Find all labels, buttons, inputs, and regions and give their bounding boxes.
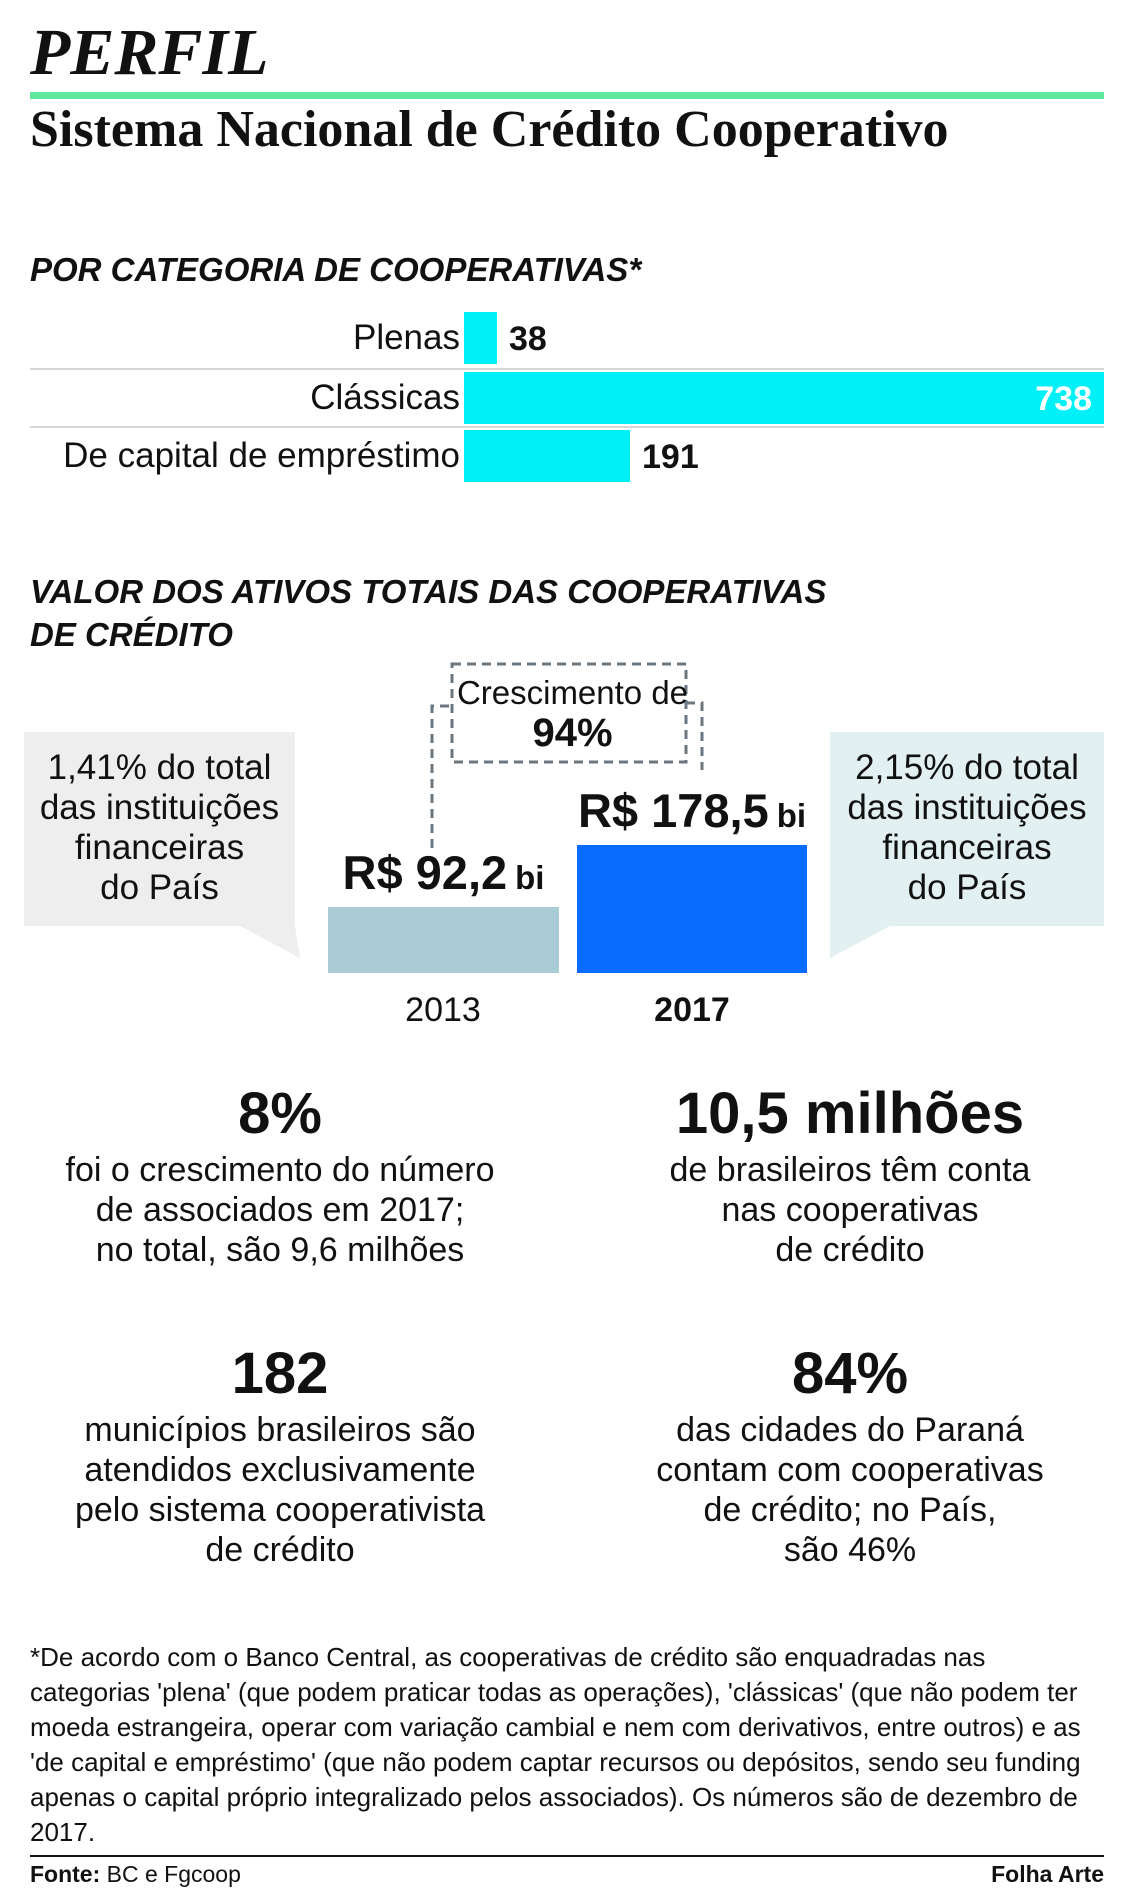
row-divider [30,426,1104,428]
category-bar [464,430,630,482]
stat-big-value: 8% [238,1081,322,1146]
asset-bar [328,907,559,973]
stat-description: de brasileiros têm conta nas cooperativa… [669,1151,1031,1269]
category-value: 191 [642,438,699,476]
category-label: Clássicas [310,378,460,417]
source: Fonte: BC e Fgcoop [30,1861,241,1887]
asset-value-unit: bi [515,859,545,896]
category-label: De capital de empréstimo [63,436,460,475]
footer-rule [30,1855,1104,1857]
left-note: 1,41% do total das instituições financei… [24,748,295,908]
left-note-line: financeiras [74,828,245,867]
assets-section-title-line2: DE CRÉDITO [30,616,233,653]
asset-value-number: R$ 178,5 [577,784,769,837]
growth-label: Crescimento de [456,674,689,711]
right-note-line: 2,15% do total [855,748,1079,787]
kicker-accent-rule [30,92,1104,99]
category-value: 738 [1035,380,1092,418]
left-note-bubble [24,732,300,958]
right-note-line: das instituições [847,788,1087,827]
stat-big-value: 10,5 milhões [675,1081,1025,1146]
right-note: 2,15% do total das instituições financei… [830,748,1104,908]
left-note-line: do País [100,868,219,907]
category-bar [464,312,497,364]
asset-bar-value: R$ 92,2 bi [343,849,545,896]
stat-description: municípios brasileiros são atendidos exc… [74,1411,486,1569]
right-note-line: do País [907,868,1027,907]
source-label: Fonte: [30,1861,101,1887]
headline: Sistema Nacional de Crédito Cooperativo [30,101,949,158]
source-value: BC e Fgcoop [106,1861,241,1887]
stat-description: das cidades do Paraná contam com coopera… [656,1411,1044,1569]
assets-decorations [24,662,1104,958]
asset-value-unit: bi [776,797,807,834]
categories-section-title: POR CATEGORIA DE COOPERATIVAS* [30,251,642,288]
category-bar [464,372,1104,424]
left-note-line: 1,41% do total [47,748,272,787]
credit: Folha Arte [991,1861,1104,1887]
right-note-line: financeiras [882,828,1052,867]
right-note-bubble [830,732,1104,958]
stat-big-value: 84% [791,1341,909,1406]
kicker: PERFIL [30,16,269,89]
category-value: 38 [509,320,547,358]
left-note-line: das instituições [39,788,280,827]
growth-bracket [430,662,704,848]
stat-description: foi o crescimento do número de associado… [65,1151,495,1269]
asset-value-number: R$ 92,2 [342,846,508,899]
growth-value: 94% [532,711,613,755]
assets-section-title-line1: VALOR DOS ATIVOS TOTAIS DAS COOPERATIVAS [30,573,827,610]
row-divider [30,368,1104,370]
asset-bar-value: R$ 178,5 bi [578,787,806,834]
asset-bar [577,845,807,973]
stat-big-value: 182 [231,1341,329,1406]
year-label: 2017 [654,991,730,1029]
year-label: 2013 [405,991,481,1029]
footnote: *De acordo com o Banco Central, as coope… [30,1642,1081,1847]
category-label: Plenas [352,318,460,357]
